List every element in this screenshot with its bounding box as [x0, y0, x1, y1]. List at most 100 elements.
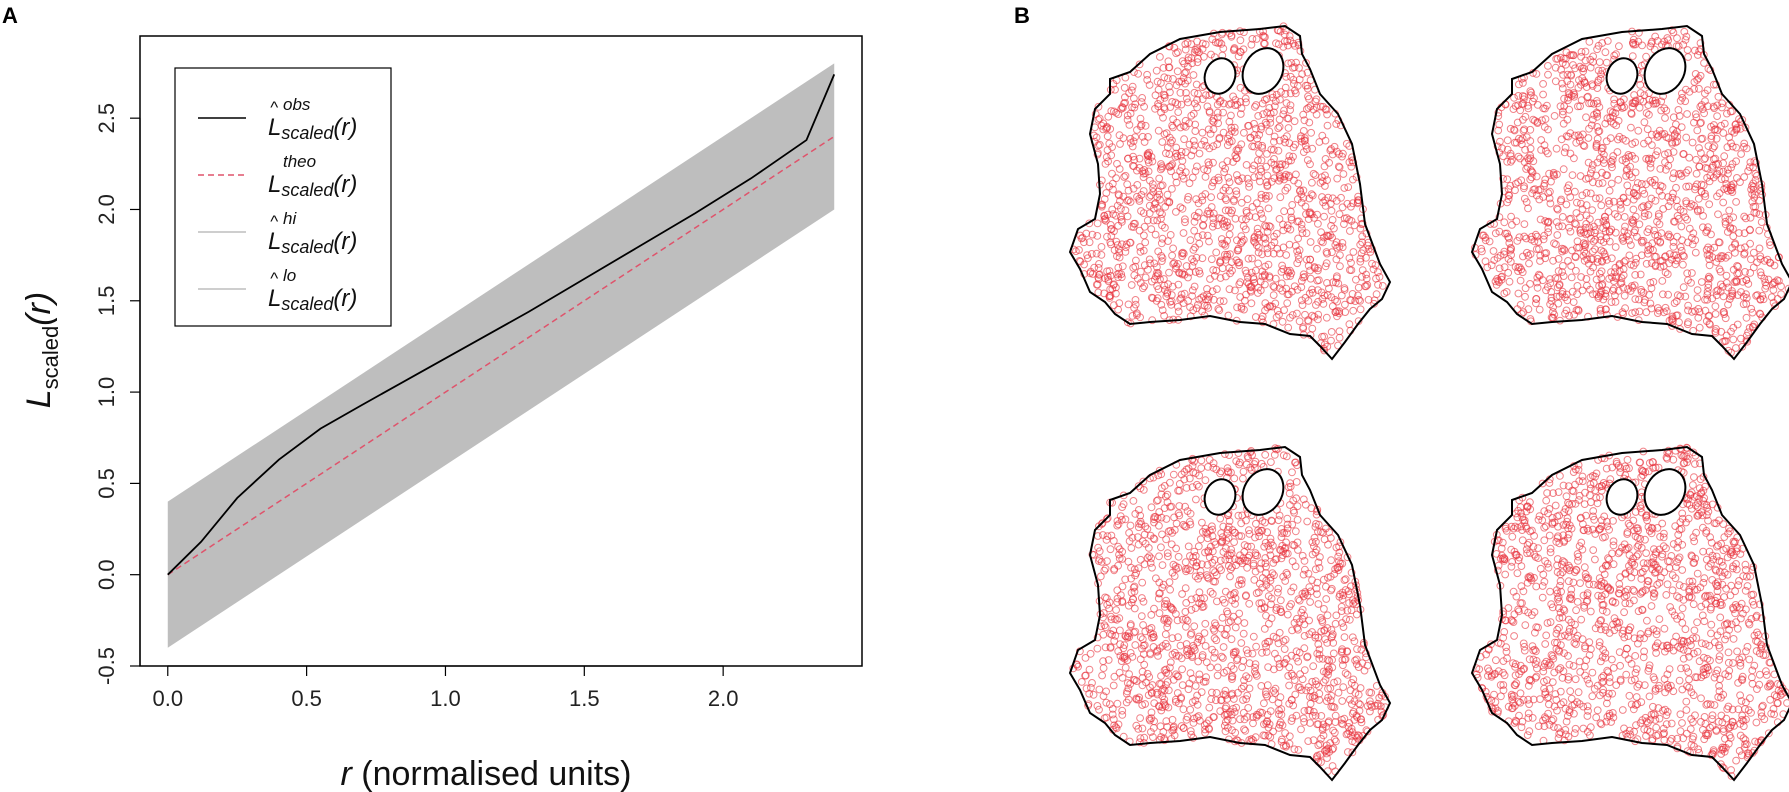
map-point — [1539, 80, 1547, 88]
map-point — [1166, 103, 1175, 111]
map-point — [1267, 458, 1275, 467]
map-point — [1618, 629, 1627, 638]
map-point — [1327, 328, 1336, 336]
map-point — [1727, 327, 1735, 336]
map-point — [1584, 134, 1593, 142]
map-point — [1544, 125, 1552, 134]
map-point — [1182, 484, 1191, 492]
map-point — [1564, 632, 1573, 641]
map-point — [1563, 115, 1572, 124]
map-point — [1547, 313, 1556, 322]
map-point — [1289, 152, 1297, 161]
map-point — [1186, 705, 1195, 714]
map-point — [1174, 108, 1183, 116]
map-point — [1668, 317, 1677, 326]
map-point — [1263, 637, 1272, 646]
map-point — [1339, 720, 1347, 729]
map-point — [1216, 556, 1225, 565]
map-point — [1177, 147, 1186, 156]
map-point — [1333, 312, 1341, 321]
map-point — [1156, 208, 1164, 217]
map-point — [1244, 704, 1253, 712]
map-point — [1750, 208, 1759, 217]
map-point — [1143, 149, 1152, 158]
map-point — [1138, 94, 1146, 102]
map-point — [1173, 689, 1182, 697]
map-point — [1640, 190, 1649, 198]
map-point — [1107, 151, 1116, 160]
map-point — [1277, 525, 1286, 533]
map-point — [1752, 158, 1760, 167]
map-point — [1318, 193, 1326, 201]
map-point — [1682, 518, 1690, 527]
map-point — [1139, 597, 1148, 606]
map-point — [1123, 679, 1132, 687]
map-point — [1102, 153, 1111, 162]
map-point — [1517, 136, 1525, 144]
map-point — [1690, 586, 1699, 594]
map-point — [1504, 255, 1513, 263]
map-point — [1541, 249, 1549, 258]
map-point — [1287, 717, 1296, 725]
map-point — [1303, 81, 1312, 90]
map-point — [1297, 198, 1306, 207]
map-point — [1749, 248, 1758, 257]
map-point — [1673, 232, 1682, 241]
map-point — [1576, 172, 1585, 180]
map-point — [1552, 218, 1561, 226]
map-point — [1741, 243, 1749, 252]
map-point — [1701, 306, 1710, 315]
map-point — [1520, 182, 1528, 191]
map-point — [1625, 464, 1633, 473]
map-point — [1235, 177, 1243, 186]
map-point — [1135, 693, 1144, 702]
map-point — [1612, 272, 1621, 281]
map-point — [1108, 169, 1116, 178]
map-point — [1378, 282, 1387, 290]
map-point — [1683, 269, 1692, 278]
map-point — [1495, 213, 1504, 222]
map-point — [1532, 172, 1541, 181]
map-point — [1694, 194, 1703, 203]
map-point — [1176, 88, 1185, 97]
map-point — [1157, 687, 1166, 696]
map-point — [1125, 633, 1133, 642]
map-point — [1691, 711, 1699, 720]
map-point — [1212, 689, 1221, 697]
map-point — [1319, 667, 1328, 676]
map-point — [1201, 728, 1210, 737]
map-point — [1333, 272, 1341, 281]
map-point — [1206, 275, 1214, 283]
map-point — [1209, 266, 1218, 274]
map-point — [1190, 257, 1198, 266]
map-point — [1283, 299, 1292, 308]
map-point — [1289, 540, 1297, 549]
map-point — [1177, 294, 1186, 303]
map-point — [1257, 167, 1266, 176]
map-point — [1299, 186, 1308, 195]
map-point — [1109, 210, 1117, 219]
map-point — [1148, 563, 1156, 572]
map-point — [1105, 267, 1114, 275]
map-point — [1566, 227, 1575, 236]
map-point — [1680, 27, 1689, 36]
map-point — [1677, 222, 1686, 231]
map-point — [1700, 155, 1709, 164]
map-point — [1653, 217, 1661, 226]
map-point — [1742, 313, 1751, 322]
map-point — [1281, 635, 1290, 644]
map-point — [1230, 538, 1239, 546]
map-point — [1112, 108, 1120, 117]
map-point — [1338, 715, 1346, 724]
map-point — [1270, 450, 1279, 459]
map-point — [1519, 252, 1527, 261]
map-point — [1101, 623, 1110, 632]
legend-label-lo: Lscaled(r) — [268, 285, 357, 314]
map-point — [1705, 311, 1714, 320]
map-point — [1236, 715, 1244, 724]
map-point — [1292, 58, 1301, 67]
map-point — [1622, 136, 1630, 145]
map-point — [1194, 232, 1202, 241]
map-point — [1343, 647, 1352, 656]
map-point — [1314, 219, 1322, 228]
